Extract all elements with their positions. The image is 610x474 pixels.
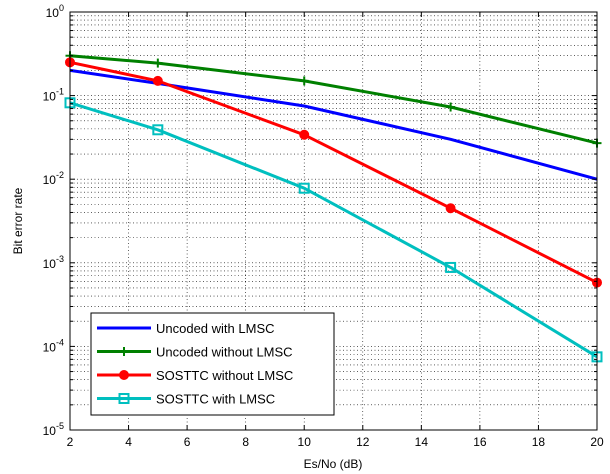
series-3 bbox=[64, 97, 603, 363]
legend-entry: SOSTTC with LMSC bbox=[97, 392, 275, 407]
series-0 bbox=[69, 68, 598, 181]
x-tick-label: 8 bbox=[242, 435, 249, 449]
y-tick-label: 10-3 bbox=[43, 254, 64, 271]
x-tick-label: 14 bbox=[415, 435, 429, 449]
y-tick-label: 10-2 bbox=[43, 170, 64, 187]
data-point bbox=[298, 182, 310, 194]
legend: Uncoded with LMSC Uncoded without LMSC SOS… bbox=[90, 312, 335, 416]
y-tick-base: 10 bbox=[46, 6, 60, 20]
series-1 bbox=[65, 51, 602, 148]
x-tick-label: 10 bbox=[298, 435, 312, 449]
x-tick-label: 18 bbox=[532, 435, 546, 449]
legend-label: Uncoded with LMSC bbox=[156, 321, 275, 336]
legend-entry: Uncoded with LMSC bbox=[97, 321, 275, 336]
y-tick-label: 10-1 bbox=[43, 87, 64, 104]
y-tick-exponent: -2 bbox=[56, 170, 64, 180]
plot-frame bbox=[69, 11, 598, 431]
y-tick-exponent: -3 bbox=[56, 254, 64, 264]
y-tick-base: 10 bbox=[43, 424, 57, 438]
y-tick-label: 100 bbox=[46, 3, 64, 20]
x-tick-label: 6 bbox=[184, 435, 191, 449]
data-point bbox=[445, 261, 457, 273]
data-point bbox=[152, 75, 163, 86]
y-tick-exponent: -5 bbox=[56, 421, 64, 431]
y-tick-base: 10 bbox=[43, 173, 57, 187]
legend-label: SOSTTC with LMSC bbox=[156, 392, 275, 407]
y-tick-base: 10 bbox=[43, 340, 57, 354]
x-axis-label: Es/No (dB) bbox=[304, 457, 363, 471]
data-point bbox=[299, 129, 310, 140]
legend-label: Uncoded without LMSC bbox=[156, 345, 293, 360]
legend-label: SOSTTC without LMSC bbox=[156, 368, 293, 383]
y-tick-base: 10 bbox=[43, 257, 57, 271]
legend-marker bbox=[118, 393, 130, 404]
x-tick-label: 2 bbox=[67, 435, 74, 449]
y-tick-label: 10-5 bbox=[43, 421, 64, 438]
series-line bbox=[69, 68, 598, 181]
y-tick-exponent: 0 bbox=[59, 3, 64, 13]
series-line bbox=[69, 101, 598, 359]
y-tick-base: 10 bbox=[43, 90, 57, 104]
x-tick-label: 12 bbox=[356, 435, 370, 449]
legend-entry: SOSTTC without LMSC bbox=[97, 368, 293, 383]
x-tick-label: 20 bbox=[590, 435, 604, 449]
data-point bbox=[445, 203, 456, 214]
y-tick-exponent: -4 bbox=[56, 337, 64, 347]
legend-marker bbox=[119, 370, 129, 380]
y-tick-exponent: -1 bbox=[56, 87, 64, 97]
data-point bbox=[152, 124, 164, 136]
x-tick-label: 4 bbox=[125, 435, 132, 449]
series-layer bbox=[64, 51, 603, 363]
legend-entry: Uncoded without LMSC bbox=[97, 345, 293, 360]
y-axis-label: Bit error rate bbox=[11, 187, 25, 254]
y-tick-label: 10-4 bbox=[43, 337, 64, 354]
x-tick-label: 16 bbox=[473, 435, 487, 449]
